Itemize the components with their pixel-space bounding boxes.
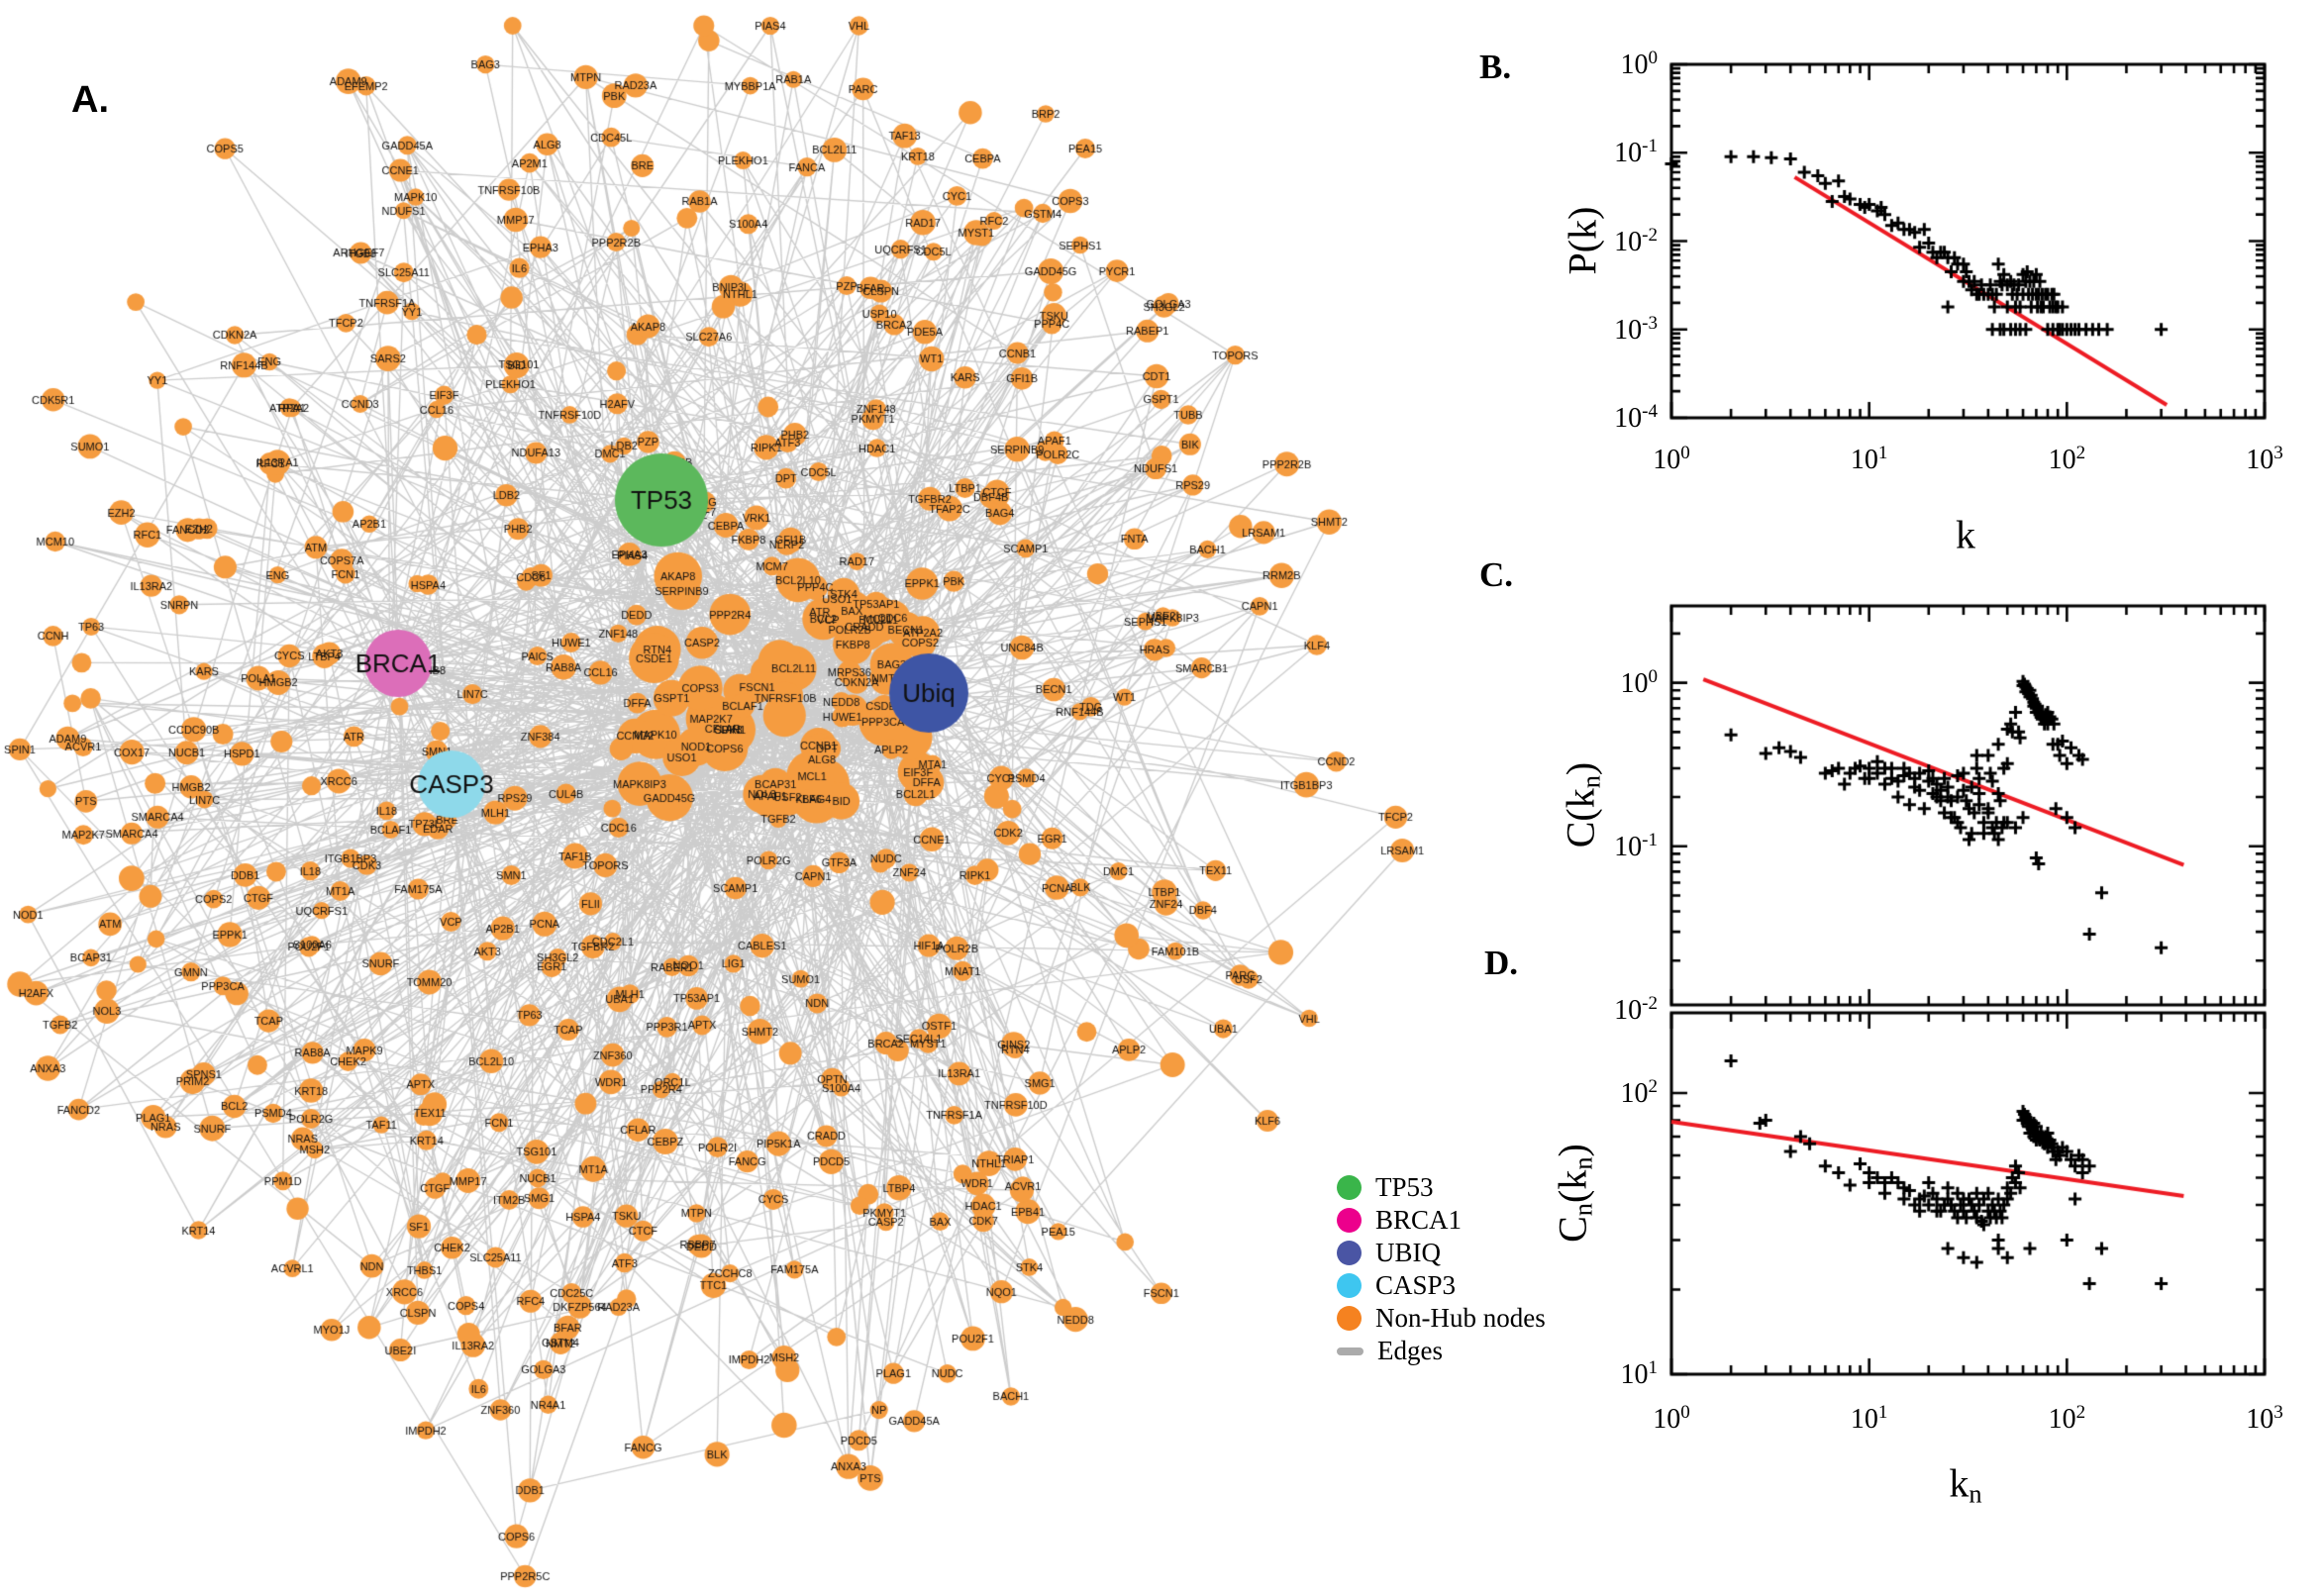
nonhub-dot-icon xyxy=(1337,1306,1362,1331)
network-canvas xyxy=(0,0,1436,1596)
legend-item-ubiq: UBIQ xyxy=(1337,1237,1546,1269)
edge-dash-icon xyxy=(1337,1347,1364,1355)
legend: TP53 BRCA1 UBIQ CASP3 Non-Hub nodes Edge… xyxy=(1337,1171,1546,1367)
tp53-dot-icon xyxy=(1337,1175,1362,1200)
legend-item-tp53: TP53 xyxy=(1337,1171,1546,1204)
plots-canvas xyxy=(1436,0,2323,1596)
legend-item-brca1: BRCA1 xyxy=(1337,1204,1546,1237)
legend-item-casp3: CASP3 xyxy=(1337,1269,1546,1302)
legend-item-edges: Edges xyxy=(1337,1335,1546,1367)
ubiq-dot-icon xyxy=(1337,1241,1362,1265)
legend-item-label: UBIQ xyxy=(1375,1238,1441,1267)
legend-item-label: CASP3 xyxy=(1375,1270,1457,1300)
panel-d-label: D. xyxy=(1484,944,1519,982)
legend-item-label: Non-Hub nodes xyxy=(1375,1303,1546,1333)
panel-b-label: B. xyxy=(1479,48,1512,86)
legend-item-label: BRCA1 xyxy=(1375,1205,1463,1235)
legend-item-nonhub: Non-Hub nodes xyxy=(1337,1302,1546,1335)
legend-item-label: Edges xyxy=(1377,1336,1443,1365)
casp3-dot-icon xyxy=(1337,1273,1362,1298)
legend-item-label: TP53 xyxy=(1375,1172,1434,1202)
panel-a-label: A. xyxy=(71,79,109,121)
panel-c-label: C. xyxy=(1479,555,1514,594)
brca1-dot-icon xyxy=(1337,1208,1362,1233)
